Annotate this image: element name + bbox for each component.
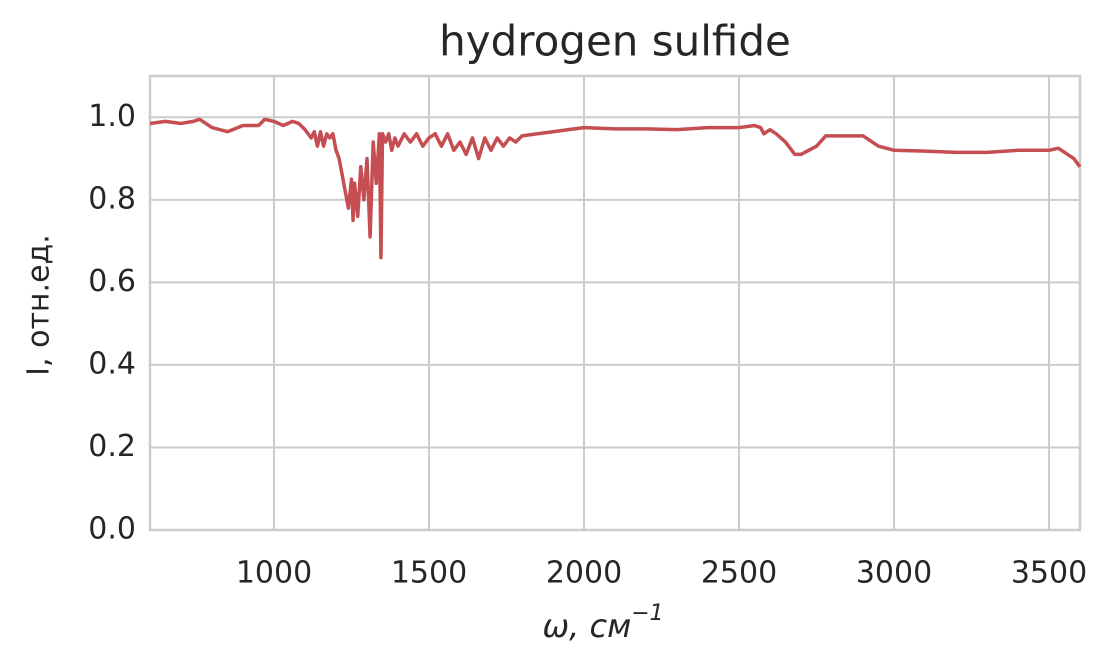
x-tick-label: 2500 xyxy=(701,556,777,591)
y-tick-label: 0.4 xyxy=(88,346,136,381)
x-tick-label: 1000 xyxy=(236,556,312,591)
x-tick-label: 3000 xyxy=(856,556,932,591)
y-tick-label: 0.6 xyxy=(88,264,136,299)
y-axis-label: I, отн.ед. xyxy=(22,234,57,376)
chart-title: hydrogen sulfide xyxy=(439,17,791,66)
y-tick-label: 0.0 xyxy=(88,512,136,547)
y-tick-label: 0.8 xyxy=(88,181,136,216)
y-tick-label: 0.2 xyxy=(88,429,136,464)
x-tick-label: 3500 xyxy=(1011,556,1087,591)
x-axis-label: ω, см−1 xyxy=(542,601,663,645)
x-tick-label: 1500 xyxy=(391,556,467,591)
plot-frame xyxy=(148,74,1082,532)
data-line xyxy=(149,117,1082,260)
x-label-superscript: −1 xyxy=(631,601,663,626)
x-label-text: ω, см xyxy=(542,607,631,645)
y-tick-label: 1.0 xyxy=(88,99,136,134)
x-tick-label: 2000 xyxy=(546,556,622,591)
